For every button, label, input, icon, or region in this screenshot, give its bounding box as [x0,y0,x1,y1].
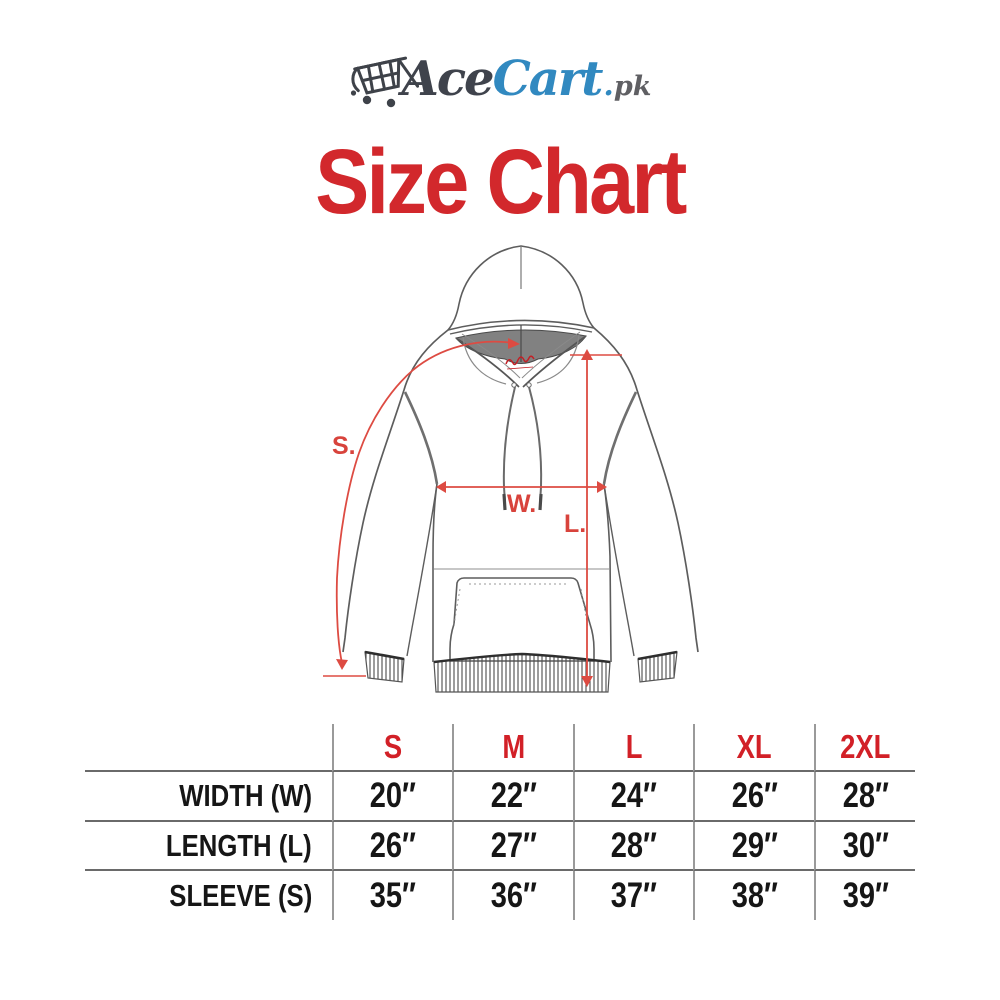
brand-wordmark: Ace Cart. pk [402,55,652,110]
row-label-width: WIDTH (W) [85,772,332,822]
size-col-header-xl: XL [693,724,814,772]
hoodie-measurement-diagram: S. W. L. [323,245,699,693]
length-value-xl: 29″ [693,822,814,871]
collar-arcs [462,334,580,385]
size-col-header-s: S [332,724,452,772]
measurement-lines [323,340,622,681]
measurement-labels: S. W. L. [332,432,586,538]
length-value-m: 27″ [452,822,573,871]
width-value-s: 20″ [332,772,452,822]
cart-wheel [386,98,395,108]
cart-motion-dot [350,90,356,96]
brand-logo-row: Ace Cart. pk [349,44,652,110]
measurement-arrowheads [336,338,607,687]
shopping-cart-icon [350,56,419,108]
brand-prefix: Ace [401,51,495,107]
width-value-m: 22″ [452,772,573,822]
size-col-header-2xl: 2XL [814,724,915,772]
page-title: Size Chart [0,134,1000,231]
width-value-xl: 26″ [693,772,814,822]
sleeve-label: S. [332,432,356,460]
page-title-text: Size Chart [315,131,687,233]
brand-dot: . [603,68,614,103]
drawstrings [502,386,543,511]
size-col-header-m: M [452,724,573,772]
size-table: S M L XL 2XL WIDTH (W) 20″ 22″ 24″ 26″ 2… [85,724,915,920]
length-value-s: 26″ [332,822,452,871]
sleeve-value-2xl: 39″ [814,871,915,920]
sleeve-measure-line [335,340,515,664]
length-value-2xl: 30″ [814,822,915,871]
length-label: L. [564,510,586,538]
kangaroo-pocket [449,577,595,662]
hood [445,245,597,388]
width-label: W. [507,490,536,518]
sleeve-value-m: 36″ [452,871,573,920]
brand-logo: Ace Cart. pk [0,44,1000,110]
width-value-l: 24″ [573,772,693,822]
brand-suffix: Cart [492,51,604,107]
hoodie-body [432,483,612,663]
armhole-seams [403,391,638,485]
hem-band [433,652,611,693]
size-table-corner [85,724,332,772]
size-col-header-l: L [573,724,693,772]
length-value-l: 28″ [573,822,693,871]
row-label-length: LENGTH (L) [85,822,332,871]
sleeve-value-l: 37″ [573,871,693,920]
sleeve-value-xl: 38″ [693,871,814,920]
row-label-sleeve: SLEEVE (S) [169,877,312,913]
sleeve-value-s: 35″ [332,871,452,920]
brand-tld: pk [613,71,652,102]
hood-brand-script [505,355,535,370]
width-value-2xl: 28″ [814,772,915,822]
sleeve-cuffs [364,650,678,683]
cart-wheel [362,95,371,105]
